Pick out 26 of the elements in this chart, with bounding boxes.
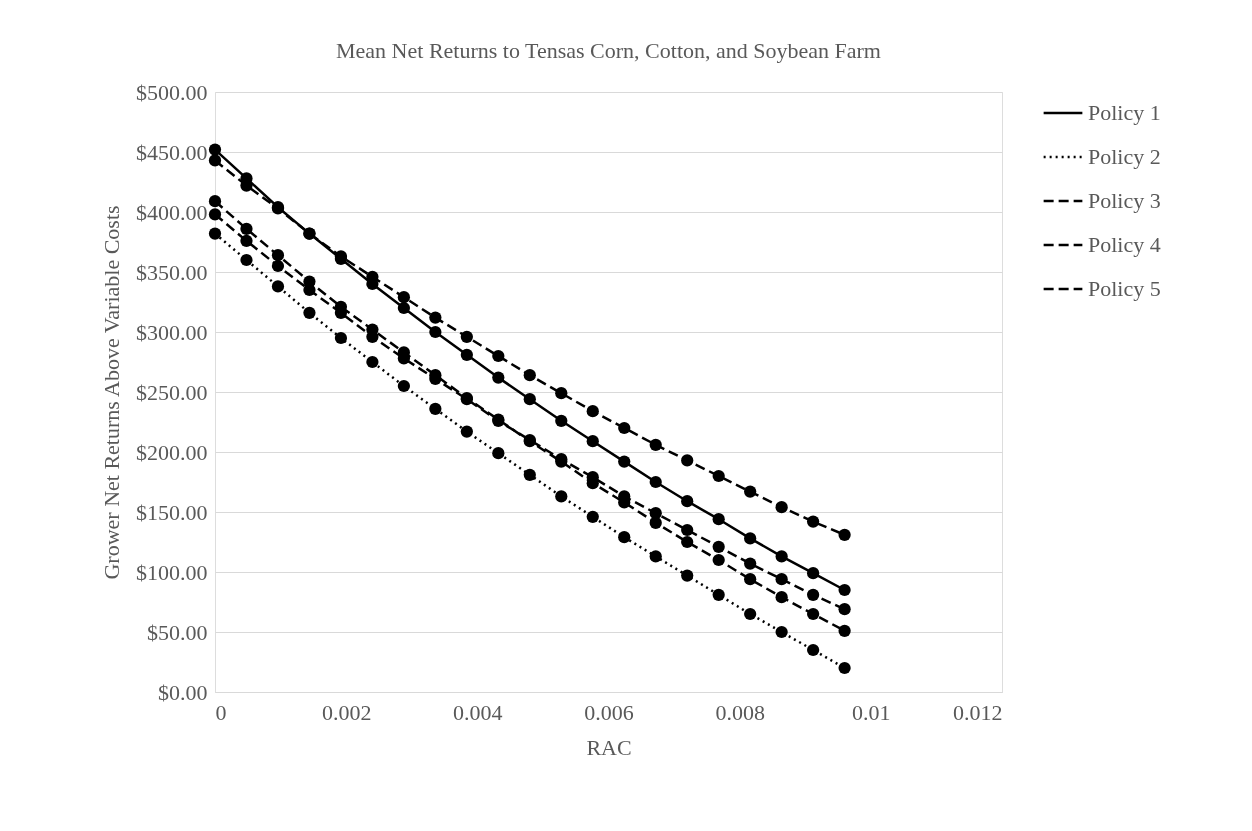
y-tick-label: $0.00 — [158, 679, 208, 705]
x-tick-label: 0.012 — [953, 699, 1003, 725]
y-tick-label: $100.00 — [136, 559, 208, 585]
x-tick-label: 0 — [215, 699, 227, 725]
y-tick-label: $150.00 — [136, 499, 208, 525]
x-tick-label: 0.01 — [852, 699, 891, 725]
y-axis-title: Grower Net Returns Above Variable Costs — [99, 205, 124, 580]
legend-label: Policy 1 — [1088, 100, 1161, 125]
chart-title: Mean Net Returns to Tensas Corn, Cotton, and Soybean Farm — [336, 38, 881, 63]
x-tick-label: 0.008 — [715, 699, 765, 725]
x-tick-label: 0.006 — [584, 699, 634, 725]
legend-label: Policy 3 — [1088, 188, 1161, 213]
x-axis-title: RAC — [586, 734, 632, 760]
y-tick-label: $250.00 — [136, 379, 208, 405]
y-tick-label: $200.00 — [136, 439, 208, 465]
y-tick-label: $400.00 — [136, 199, 208, 225]
y-tick-label: $500.00 — [136, 79, 208, 105]
legend-label: Policy 4 — [1088, 232, 1161, 257]
y-tick-label: $350.00 — [136, 259, 208, 285]
y-tick-label: $50.00 — [147, 619, 208, 645]
legend-label: Policy 2 — [1088, 144, 1161, 169]
legend-label: Policy 5 — [1088, 276, 1161, 301]
y-tick-label: $450.00 — [136, 139, 208, 165]
x-tick-label: 0.004 — [453, 699, 503, 725]
y-tick-label: $300.00 — [136, 319, 208, 345]
x-tick-label: 0.002 — [321, 699, 372, 725]
